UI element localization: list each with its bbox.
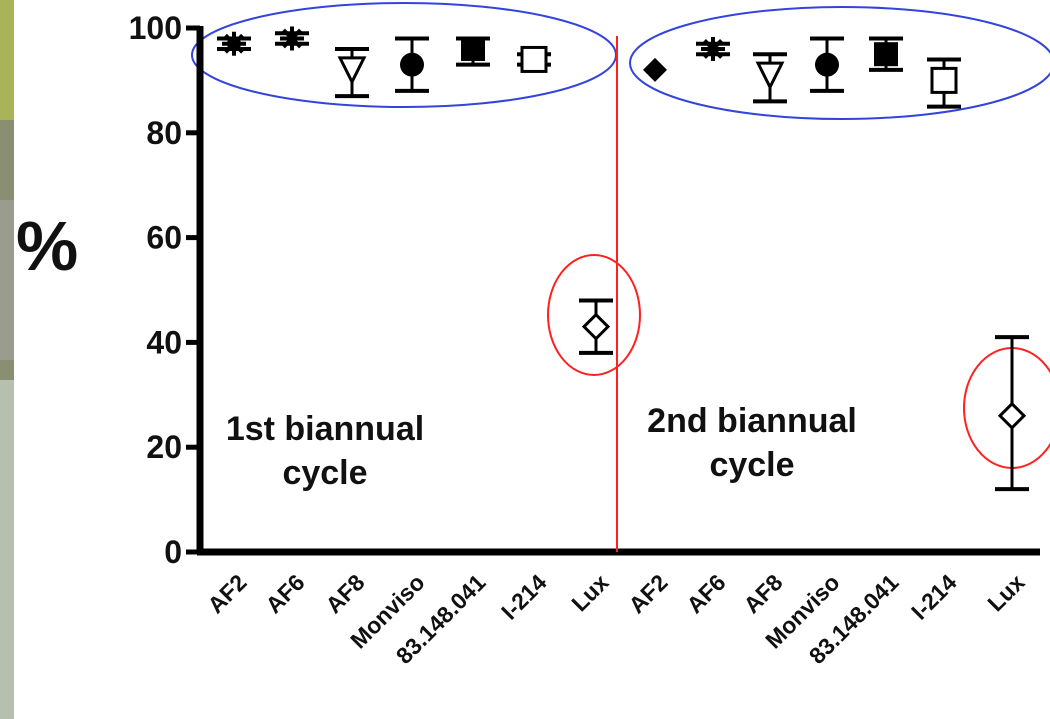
y-tick-label: 60 xyxy=(146,220,182,256)
data-point-1-0 xyxy=(643,57,667,82)
x-tick-label: I-214 xyxy=(496,569,552,625)
x-tick-label: I-214 xyxy=(906,569,962,625)
marker-circle xyxy=(815,52,839,77)
photo-strip-bottom xyxy=(0,380,14,719)
y-tick-label: 20 xyxy=(146,429,182,465)
y-tick-label: 40 xyxy=(146,324,182,360)
x-tick-label: AF2 xyxy=(202,569,251,618)
group-label: 2nd biannual xyxy=(647,402,857,440)
marker-star-core xyxy=(227,36,241,51)
marker-square xyxy=(461,36,485,61)
outlier-circle-1 xyxy=(547,254,641,376)
data-point-1-5 xyxy=(927,57,961,109)
data-point-0-4 xyxy=(456,36,490,67)
data-point-0-6 xyxy=(579,298,613,355)
photo-strip xyxy=(0,0,14,719)
marker-diamond-open xyxy=(997,401,1027,430)
marker-square xyxy=(874,42,898,67)
marker-triangle-open xyxy=(337,56,367,86)
x-tick-label: AF8 xyxy=(320,569,369,618)
data-point-0-3 xyxy=(395,36,429,93)
y-tick-label: 0 xyxy=(164,534,182,570)
marker-asterisk-stroke xyxy=(703,39,723,59)
data-point-1-4 xyxy=(869,36,903,72)
photo-strip-mid xyxy=(0,200,14,360)
marker-asterisk xyxy=(701,36,725,61)
y-axis-label: % xyxy=(16,207,78,285)
x-tick-label: AF8 xyxy=(738,569,787,618)
data-point-1-1 xyxy=(696,36,730,61)
marker-diamond-open xyxy=(581,312,611,341)
marker-square xyxy=(874,42,898,67)
marker-asterisk-stroke xyxy=(282,28,302,49)
data-points xyxy=(217,26,1029,492)
marker-star xyxy=(222,31,246,56)
group-labels: 1st biannual cycle 2nd biannual cycle xyxy=(226,402,857,492)
marker-tri-down-open xyxy=(337,56,367,86)
x-tick-label: Lux xyxy=(566,569,613,616)
marker-circle xyxy=(815,52,839,77)
y-ticks: 0 20 40 60 80 100 xyxy=(129,10,200,570)
x-tick-label: Lux xyxy=(982,569,1029,616)
marker-square-open xyxy=(930,66,958,94)
marker-diamond-open xyxy=(581,312,611,341)
data-point-0-5 xyxy=(517,45,551,73)
y-tick-label: 100 xyxy=(129,10,182,46)
data-point-0-0 xyxy=(217,31,251,56)
axes xyxy=(196,26,1040,556)
marker-diamond-open xyxy=(997,401,1027,430)
photo-strip-top xyxy=(0,0,14,120)
marker-square-open xyxy=(930,66,958,94)
data-point-0-1 xyxy=(275,26,309,51)
group-label: cycle xyxy=(282,454,367,492)
marker-circle xyxy=(400,52,424,77)
x-tick-label: AF6 xyxy=(681,569,730,618)
marker-diamond xyxy=(643,57,667,82)
group-label: cycle xyxy=(709,446,794,484)
data-point-0-2 xyxy=(335,46,369,99)
y-tick-label: 80 xyxy=(146,115,182,151)
data-point-1-3 xyxy=(810,36,844,93)
marker-square-open xyxy=(520,45,548,73)
group-label: 1st biannual xyxy=(226,410,424,448)
highlight-ellipses xyxy=(191,2,1050,469)
marker-circle xyxy=(400,52,424,77)
marker-square xyxy=(461,36,485,61)
marker-tri-down-open xyxy=(755,61,785,91)
group-ellipse-2 xyxy=(629,6,1050,120)
data-point-1-2 xyxy=(753,52,787,104)
x-tick-label: AF2 xyxy=(623,569,672,618)
marker-square-open xyxy=(520,45,548,73)
marker-asterisk xyxy=(280,26,304,51)
marker-diamond xyxy=(643,57,667,82)
x-tick-label: AF6 xyxy=(260,569,309,618)
data-point-1-6 xyxy=(995,335,1029,492)
marker-triangle-open xyxy=(755,61,785,91)
